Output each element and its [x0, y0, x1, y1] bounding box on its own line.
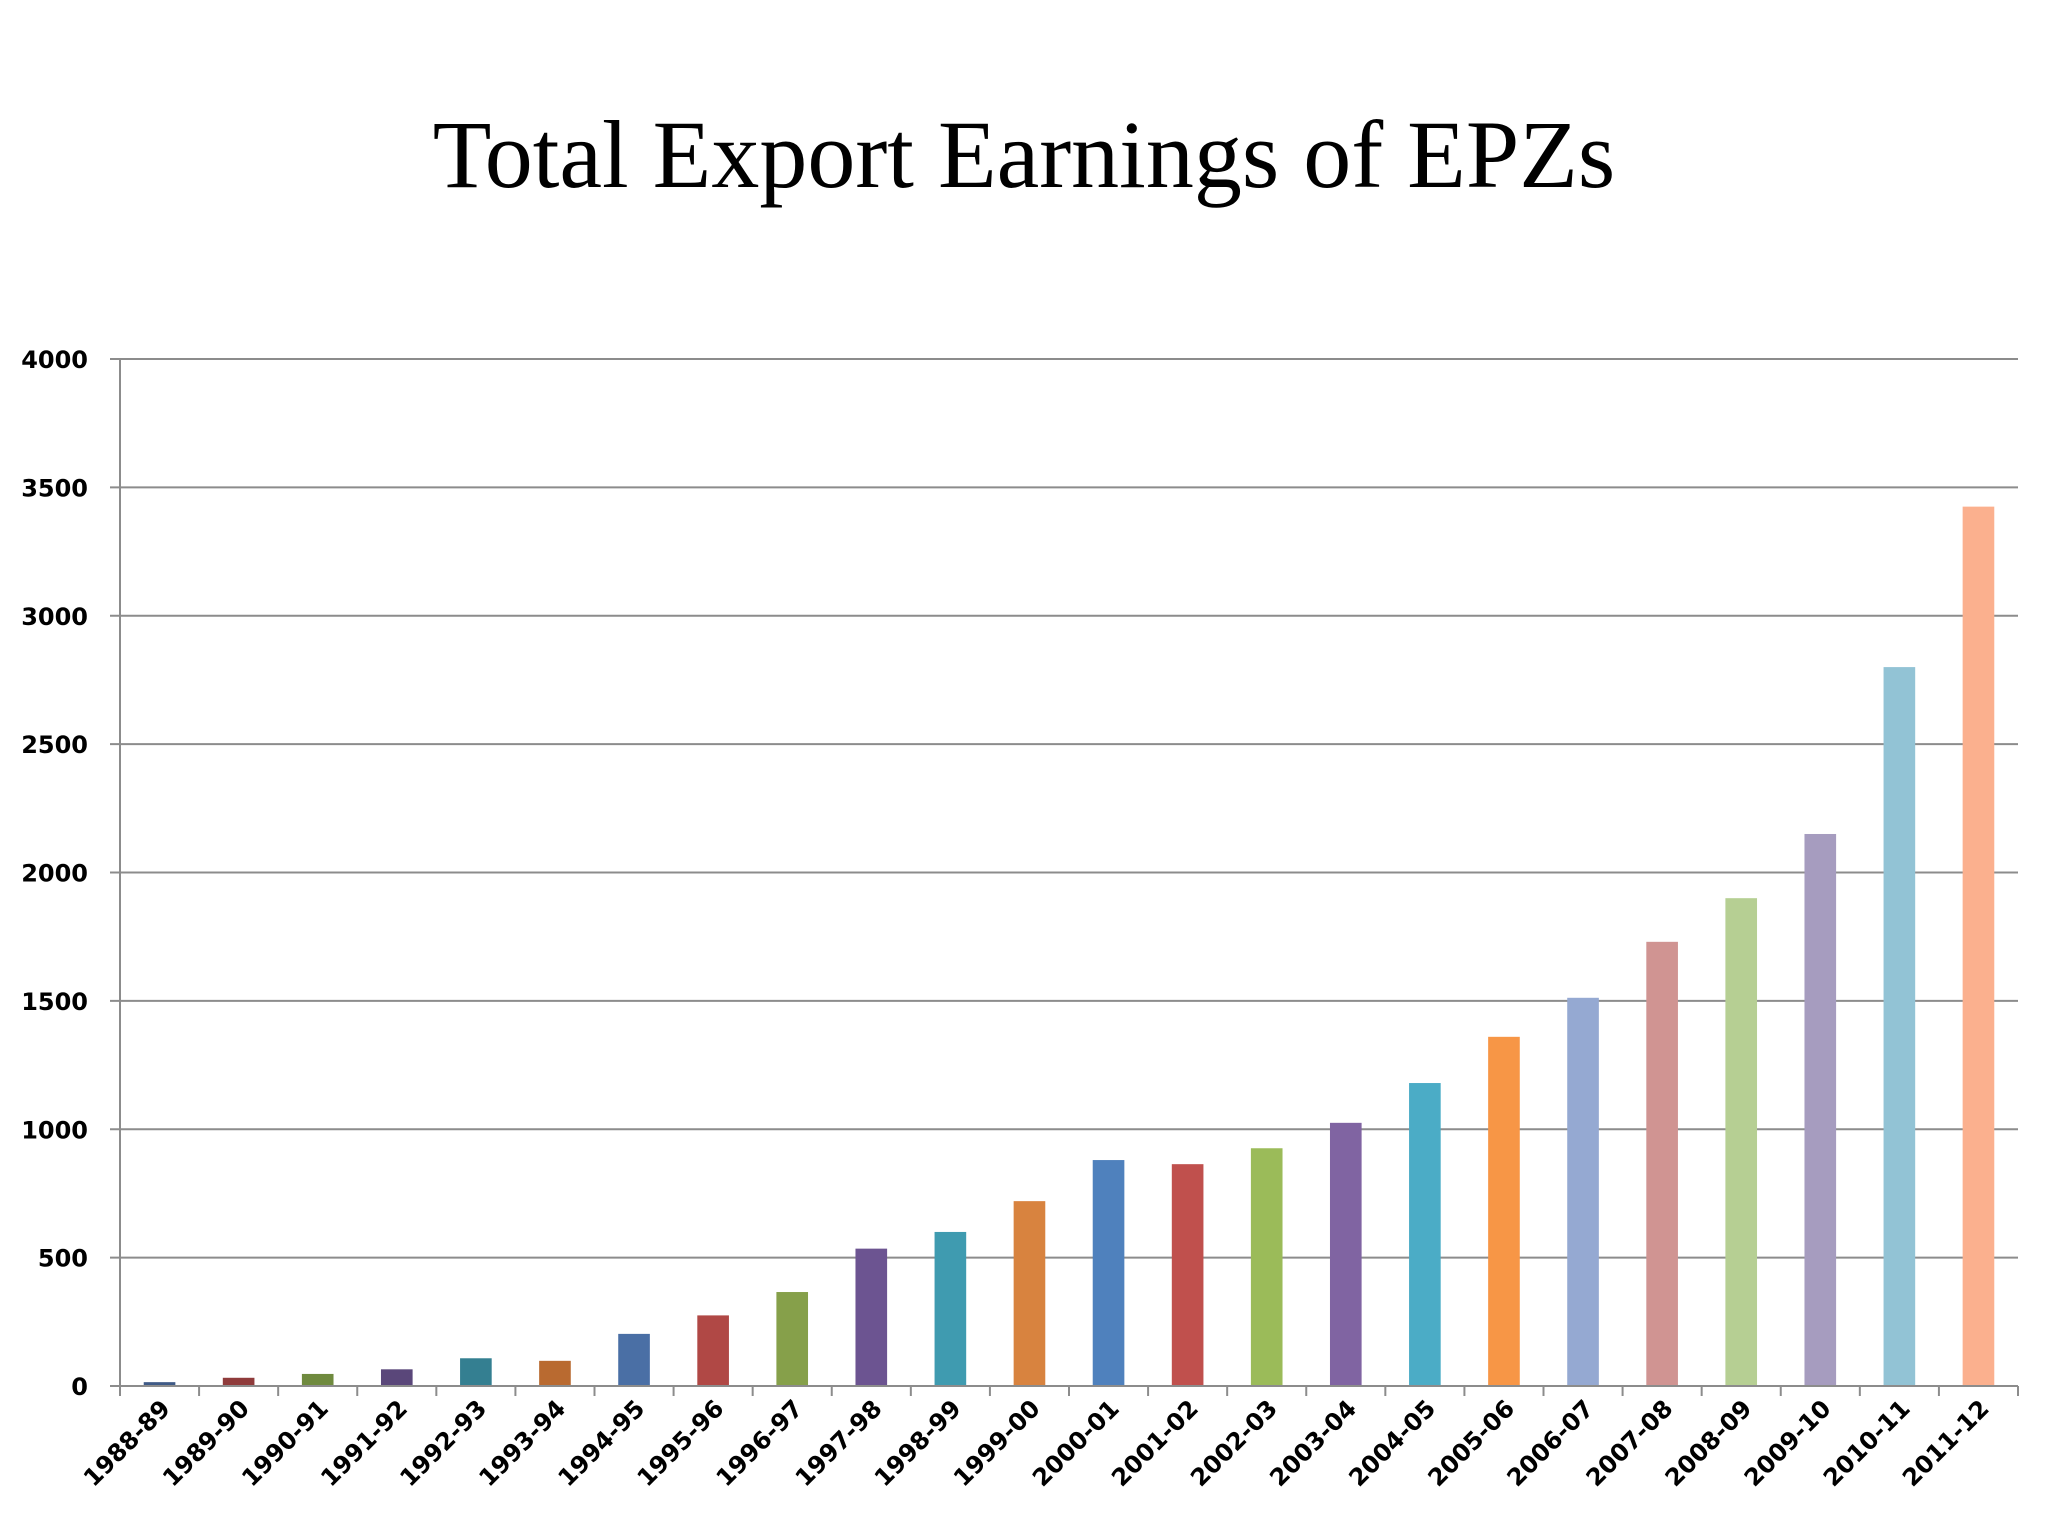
bar-2003-04 — [1329, 1122, 1362, 1386]
bar-1989-90 — [222, 1377, 255, 1386]
bar-1995-96 — [697, 1315, 729, 1386]
y-tick-label: 2000 — [21, 860, 88, 888]
bar-1991-92 — [380, 1369, 413, 1386]
bar-1997-98 — [855, 1248, 888, 1386]
x-tick-label: 2011-12 — [1897, 1394, 1995, 1492]
y-tick-label: 500 — [38, 1245, 88, 1273]
bar-2005-06 — [1488, 1036, 1520, 1386]
bar-2004-05 — [1409, 1083, 1441, 1386]
y-tick-label: 4000 — [21, 346, 88, 374]
y-tick-label: 1000 — [21, 1116, 88, 1144]
bar-2011-12 — [1962, 506, 1995, 1387]
bar-2000-01 — [1092, 1160, 1125, 1386]
bar-2007-08 — [1646, 941, 1678, 1386]
bar-2002-03 — [1250, 1148, 1283, 1386]
bar-2008-09 — [1725, 898, 1758, 1386]
chart-title: Total Export Earnings of EPZs — [432, 101, 1616, 208]
bar-2010-11 — [1883, 667, 1916, 1386]
bar-2006-07 — [1567, 997, 1599, 1386]
bar-1993-94 — [539, 1360, 571, 1386]
bar-1992-93 — [460, 1358, 492, 1386]
gridlines — [110, 358, 2018, 1387]
bar-2001-02 — [1171, 1164, 1204, 1386]
bar-1988-89 — [143, 1382, 176, 1386]
bar-2009-10 — [1804, 833, 1837, 1386]
bar-1994-95 — [618, 1333, 650, 1386]
bar-1990-91 — [301, 1373, 334, 1386]
axes — [119, 359, 2019, 1396]
bars — [143, 506, 1995, 1387]
bar-1996-97 — [776, 1292, 809, 1386]
bar-1998-99 — [934, 1231, 967, 1386]
y-tick-label: 0 — [71, 1373, 88, 1401]
x-tick-labels: 1988-891989-901990-911991-921992-931993-… — [78, 1394, 1995, 1492]
y-tick-label: 2500 — [21, 731, 88, 759]
y-tick-label: 1500 — [21, 988, 88, 1016]
y-tick-label: 3000 — [21, 603, 88, 631]
y-tick-label: 3500 — [21, 474, 88, 502]
y-tick-labels: 0 500 1000 1500 2000 2500 3000 3500 4000 — [21, 346, 88, 1401]
bar-1999-00 — [1013, 1201, 1046, 1386]
